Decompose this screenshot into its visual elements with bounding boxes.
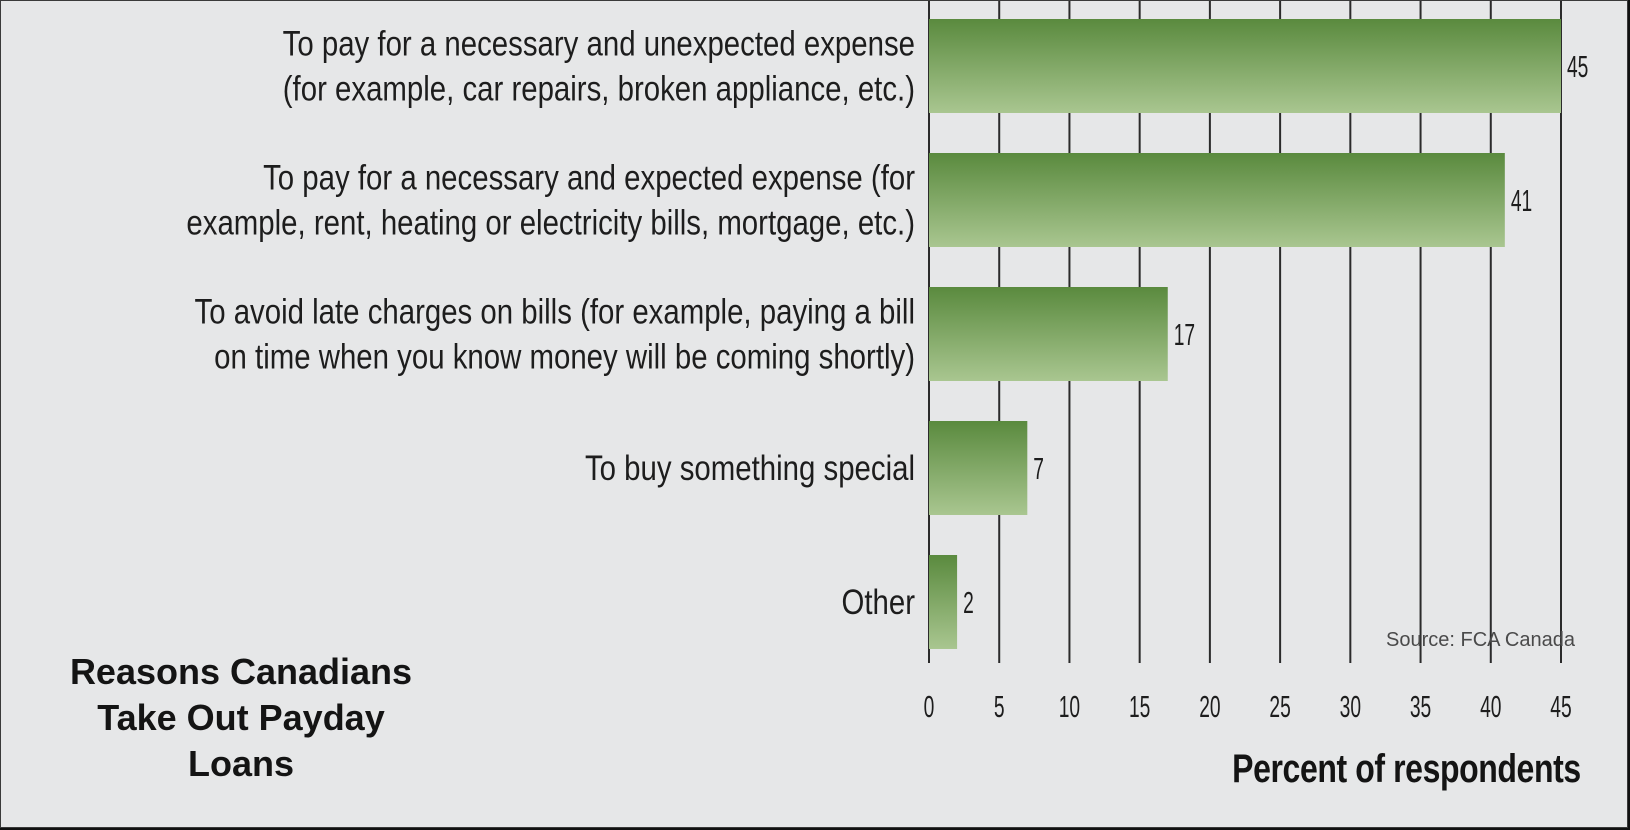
bar (929, 153, 1505, 247)
x-tick-label: 20 (1199, 691, 1220, 725)
bar (929, 421, 1028, 515)
category-label: example, rent, heating or electricity bi… (186, 203, 915, 242)
x-tick-label: 30 (1340, 691, 1361, 725)
bar-value-label: 45 (1567, 51, 1588, 85)
bar (929, 287, 1168, 381)
chart-title-line: Reasons Canadians (69, 651, 413, 692)
category-label: (for example, car repairs, broken applia… (283, 69, 915, 108)
bar (929, 555, 958, 649)
category-label: on time when you know money will be comi… (214, 337, 915, 376)
chart-title-line: Take Out Payday (97, 697, 385, 738)
bar-value-label: 17 (1174, 319, 1195, 353)
source-note: Source: FCA Canada (1386, 629, 1575, 651)
bar-value-label: 7 (1033, 453, 1044, 487)
x-tick-label: 5 (994, 691, 1005, 725)
x-tick-label: 10 (1059, 691, 1080, 725)
x-tick-label: 0 (924, 691, 935, 725)
bar (929, 19, 1561, 113)
x-tick-label: 40 (1480, 691, 1501, 725)
bar-value-label: 41 (1511, 185, 1532, 219)
chart-title-line: Loans (187, 743, 294, 784)
x-axis-title: Percent of respondents (1232, 747, 1581, 791)
x-tick-label: 45 (1550, 691, 1571, 725)
category-label: Other (841, 583, 915, 622)
category-label: To pay for a necessary and unexpected ex… (283, 24, 915, 63)
chart-title: Reasons Canadians Take Out Payday Loans (41, 649, 441, 787)
category-label: To avoid late charges on bills (for exam… (195, 292, 915, 331)
category-label: To buy something special (585, 449, 915, 488)
category-label: To pay for a necessary and expected expe… (263, 158, 915, 197)
bar-value-label: 2 (963, 587, 974, 621)
x-tick-label: 25 (1269, 691, 1290, 725)
x-tick-label: 35 (1410, 691, 1431, 725)
x-tick-label: 15 (1129, 691, 1150, 725)
